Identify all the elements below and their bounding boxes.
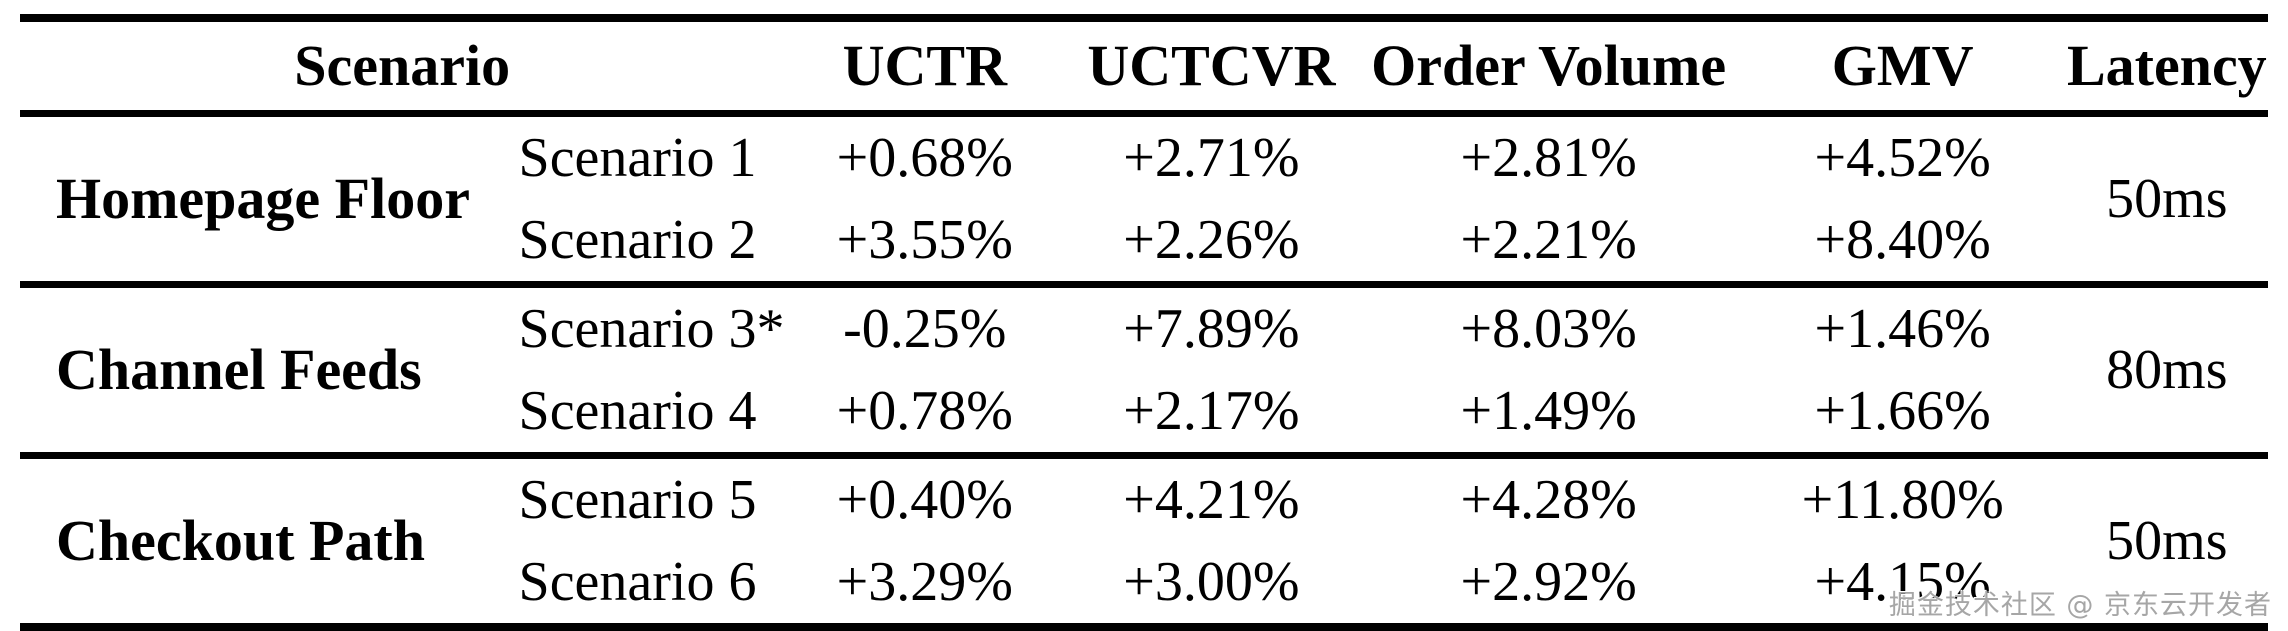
- col-header-scenario: Scenario: [294, 33, 511, 98]
- group-homepage-floor: Homepage Floor Scenario 1 +0.68% +2.71% …: [20, 113, 2268, 285]
- col-header-uctr: UCTR: [842, 33, 1007, 98]
- uctr-cell: +3.29%: [836, 551, 1013, 613]
- order-volume-cell: +2.92%: [1460, 551, 1637, 613]
- gmv-cell: +11.80%: [1801, 469, 2004, 531]
- table-header: Scenario UCTR UCTCVR Order Volume GMV La…: [20, 18, 2268, 114]
- uctcvr-cell: +3.00%: [1123, 551, 1300, 613]
- latency-cell: 80ms: [2106, 339, 2228, 401]
- group-label-checkout-path: Checkout Path: [56, 508, 425, 573]
- table-row: Channel Feeds Scenario 3* -0.25% +7.89% …: [20, 285, 2268, 398]
- group-checkout-path: Checkout Path Scenario 5 +0.40% +4.21% +…: [20, 455, 2268, 628]
- gmv-cell: +8.40%: [1814, 209, 1991, 271]
- gmv-cell: +1.66%: [1814, 380, 1991, 442]
- latency-cell: 50ms: [2106, 168, 2228, 230]
- group-channel-feeds: Channel Feeds Scenario 3* -0.25% +7.89% …: [20, 284, 2268, 456]
- uctcvr-cell: +2.17%: [1123, 380, 1300, 442]
- scenario-cell: Scenario 1: [518, 127, 757, 189]
- uctr-cell: +0.68%: [836, 127, 1013, 189]
- uctcvr-cell: +7.89%: [1123, 298, 1300, 360]
- scenario-cell: Scenario 2: [518, 209, 757, 271]
- col-header-uctcvr: UCTCVR: [1087, 33, 1336, 98]
- gmv-cell: +4.52%: [1814, 127, 1991, 189]
- uctr-cell: +0.78%: [836, 380, 1013, 442]
- order-volume-cell: +8.03%: [1460, 298, 1637, 360]
- uctr-cell: +3.55%: [836, 209, 1013, 271]
- order-volume-cell: +1.49%: [1460, 380, 1637, 442]
- order-volume-cell: +4.28%: [1460, 469, 1637, 531]
- uctcvr-cell: +4.21%: [1123, 469, 1300, 531]
- order-volume-cell: +2.81%: [1460, 127, 1637, 189]
- watermark: 掘金技术社区 @ 京东云开发者: [1888, 590, 2272, 621]
- table-row: Scenario 6 +3.29% +3.00% +2.92% +4.15%: [20, 541, 2268, 627]
- col-header-latency: Latency: [2066, 33, 2267, 98]
- latency-cell: 50ms: [2106, 510, 2228, 572]
- gmv-cell: +1.46%: [1814, 298, 1991, 360]
- ab-test-results-table: Scenario UCTR UCTCVR Order Volume GMV La…: [20, 14, 2268, 631]
- table-row: Checkout Path Scenario 5 +0.40% +4.21% +…: [20, 456, 2268, 569]
- col-header-gmv: GMV: [1831, 33, 1974, 98]
- scenario-cell: Scenario 5: [518, 469, 757, 531]
- table-row: Scenario 2 +3.55% +2.26% +2.21% +8.40%: [20, 199, 2268, 285]
- group-label-homepage-floor: Homepage Floor: [56, 166, 470, 231]
- col-header-order-volume: Order Volume: [1371, 33, 1727, 98]
- order-volume-cell: +2.21%: [1460, 209, 1637, 271]
- gmv-cell: +4.15%: [1814, 551, 1991, 613]
- uctcvr-cell: +2.71%: [1123, 127, 1300, 189]
- table-row: Homepage Floor Scenario 1 +0.68% +2.71% …: [20, 114, 2268, 227]
- uctcvr-cell: +2.26%: [1123, 209, 1300, 271]
- group-label-channel-feeds: Channel Feeds: [56, 337, 422, 402]
- scenario-cell: Scenario 3*: [518, 298, 785, 360]
- header-row: Scenario UCTR UCTCVR Order Volume GMV La…: [20, 18, 2268, 114]
- scenario-cell: Scenario 6: [518, 551, 757, 613]
- table-row: Scenario 4 +0.78% +2.17% +1.49% +1.66%: [20, 370, 2268, 456]
- scenario-cell: Scenario 4: [518, 380, 757, 442]
- uctr-cell: -0.25%: [843, 298, 1007, 360]
- uctr-cell: +0.40%: [836, 469, 1013, 531]
